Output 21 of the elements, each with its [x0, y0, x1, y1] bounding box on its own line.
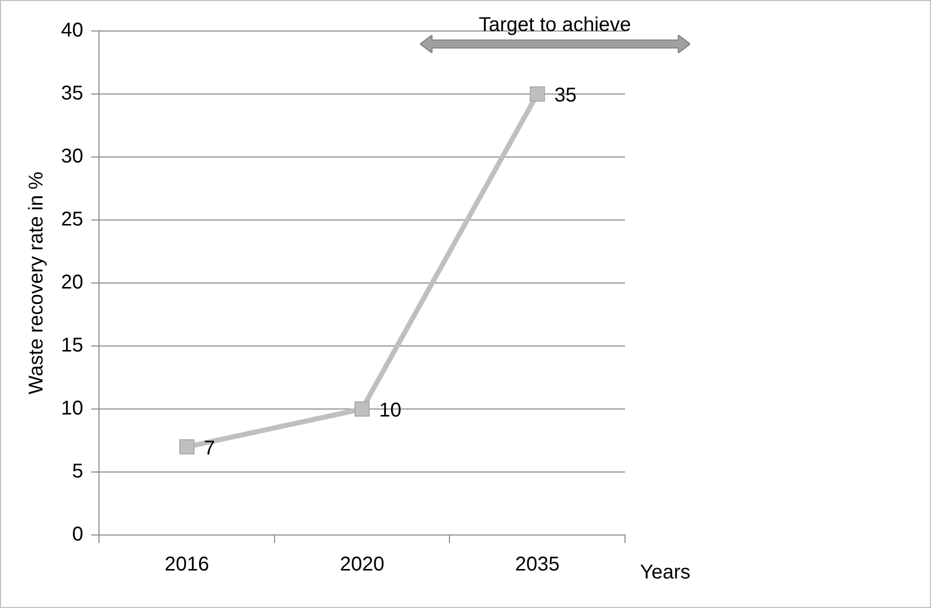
- y-tick-label: 35: [60, 82, 84, 105]
- annotation: Target to achieve: [478, 14, 632, 37]
- y-tick-label: 15: [60, 334, 84, 357]
- y-tick-label: 20: [60, 272, 84, 294]
- y-tick-label: 0: [72, 524, 84, 546]
- x-axis-title: Years: [640, 562, 690, 584]
- y-tick-label: 40: [60, 20, 84, 42]
- y-tick-label: 10: [60, 398, 84, 420]
- y-tick-label: 25: [60, 208, 84, 231]
- data-label: 10: [379, 400, 402, 422]
- data-label: 7: [204, 437, 215, 460]
- x-tick-label: 2020: [340, 554, 384, 576]
- point: [179, 439, 194, 454]
- point: [354, 401, 370, 417]
- y-tick-label: 30: [60, 146, 84, 168]
- x-tick-label: 2035: [515, 554, 560, 576]
- data-label: 35: [554, 84, 577, 107]
- x-tick-label: 2016: [164, 554, 210, 576]
- y-tick-label: 5: [72, 460, 84, 483]
- y-axis-title: Waste recovery rate in %: [26, 171, 48, 394]
- point: [530, 86, 545, 102]
